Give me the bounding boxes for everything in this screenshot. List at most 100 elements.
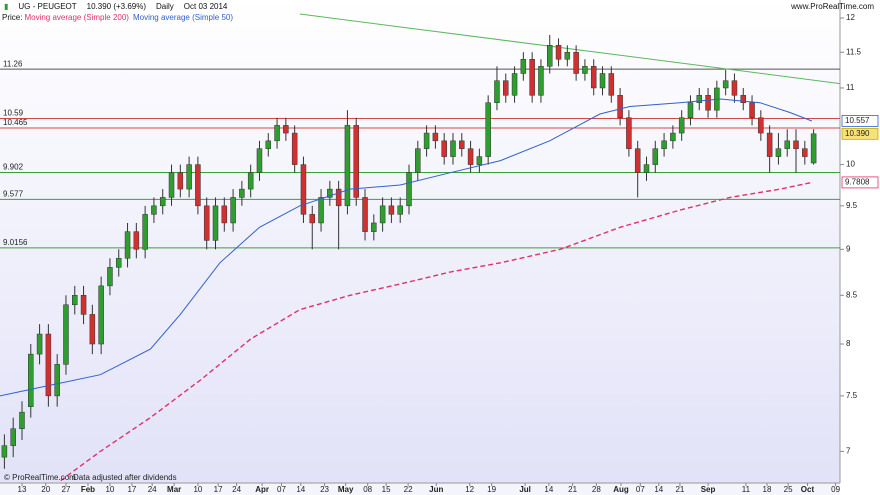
x-tick-label: 21 (568, 485, 577, 494)
candle-body (19, 411, 25, 429)
price-tag-label: 9.7808 (845, 178, 870, 187)
icon: ▮ (4, 2, 9, 11)
y-tick-label: 9.5 (846, 201, 858, 210)
candle-body (476, 156, 483, 165)
x-tick-label: 24 (232, 485, 241, 494)
candle-body (626, 117, 632, 149)
candle-body (142, 214, 148, 250)
footer-note: Data adjusted after dividends (73, 473, 177, 482)
plot-background (0, 0, 840, 483)
level-label: 9.577 (3, 189, 24, 198)
candle-body (212, 205, 219, 241)
candle-body (72, 295, 78, 306)
x-tick-label: 08 (363, 485, 372, 494)
candle-body (511, 73, 518, 96)
candle-body (722, 80, 729, 89)
candle-body (802, 148, 808, 157)
candle-body (1, 445, 8, 458)
candle-body (133, 231, 140, 250)
x-tick-label: 27 (62, 485, 71, 494)
date: Oct 03 2014 (183, 2, 228, 11)
x-tick-label: 19 (487, 485, 496, 494)
candle-body (634, 148, 641, 173)
y-tick-label: 11 (846, 83, 855, 92)
candle-body (740, 95, 746, 103)
candle-body (291, 132, 298, 165)
level-label: 10.465 (3, 118, 28, 127)
x-tick-label: 07 (277, 485, 286, 494)
candle-body (195, 164, 201, 207)
x-tick-label: 17 (214, 485, 223, 494)
x-tick-label: 13 (18, 485, 27, 494)
level-label: 9.0156 (3, 238, 28, 247)
candle-body (10, 428, 16, 446)
x-tick-label: Jul (519, 485, 531, 494)
trendline (299, 13, 840, 85)
y-tick-label: 7 (846, 446, 851, 455)
candle-body (705, 95, 711, 111)
candle-body (529, 58, 535, 96)
y-tick-label: 12 (846, 13, 855, 22)
x-tick-label: 21 (675, 485, 684, 494)
candle-body (151, 205, 157, 215)
candle-body (538, 66, 544, 96)
level-label: 9.902 (3, 163, 24, 172)
candle-body (186, 164, 192, 190)
candle-body (327, 188, 333, 198)
candle-body (661, 140, 667, 149)
x-tick-label: 20 (41, 485, 50, 494)
x-tick-label: Feb (81, 485, 95, 494)
y-tick-label: 8 (846, 339, 851, 348)
candle-body (230, 197, 236, 224)
candle-body (758, 117, 764, 134)
candle-body (784, 140, 790, 149)
candle-body (670, 132, 676, 142)
candle-body (107, 267, 113, 287)
candle-body (54, 364, 60, 397)
candle-body (283, 125, 289, 134)
price-tag (841, 115, 879, 127)
candle-body (168, 172, 175, 198)
x-tick-label: Apr (255, 485, 269, 494)
candle-body (309, 214, 316, 224)
x-tick-label: 14 (544, 485, 553, 494)
candle-body (388, 205, 395, 215)
candle-body (485, 102, 491, 157)
candle-body (749, 102, 755, 118)
price: 10.390 (+3.69%) (86, 2, 147, 11)
candle-body (432, 132, 439, 142)
y-tick-label: 8.5 (846, 290, 858, 299)
candle-body (371, 222, 377, 232)
price-tag-label: 10.390 (845, 129, 870, 138)
candle-body (203, 205, 210, 241)
x-tick-label: May (338, 485, 354, 494)
candle-body (503, 80, 509, 96)
candle-body (265, 140, 272, 149)
x-tick-label: 09 (831, 485, 840, 494)
candle-body (731, 80, 738, 96)
candle-body (687, 102, 694, 118)
candle-body (617, 95, 623, 118)
candle-body (247, 172, 254, 190)
x-tick-label: Mar (167, 485, 181, 494)
candle-body (696, 95, 703, 103)
header-line: ▮ UG - PEUGEOT 10.390 (+3.69%) Daily Oct 03 … (4, 2, 237, 11)
x-tick-label: 18 (763, 485, 772, 494)
candle-body (775, 148, 782, 157)
x-tick-label: 24 (148, 485, 157, 494)
candle-body (89, 314, 96, 345)
candle-body (467, 148, 474, 165)
candle-body (300, 164, 307, 215)
candle-body (652, 148, 659, 165)
candle-body (239, 188, 245, 198)
x-tick-label: 14 (654, 485, 663, 494)
x-tick-label: 10 (105, 485, 114, 494)
legend-price: Price: (2, 13, 23, 22)
footer-copyright: © ProRealTime.com (4, 473, 76, 482)
candle-body (423, 132, 430, 149)
y-tick-label: 9 (846, 244, 851, 253)
x-tick-label: Oct (801, 485, 815, 494)
candle-body (766, 132, 773, 157)
site: www.ProRealTime.com (791, 2, 874, 11)
